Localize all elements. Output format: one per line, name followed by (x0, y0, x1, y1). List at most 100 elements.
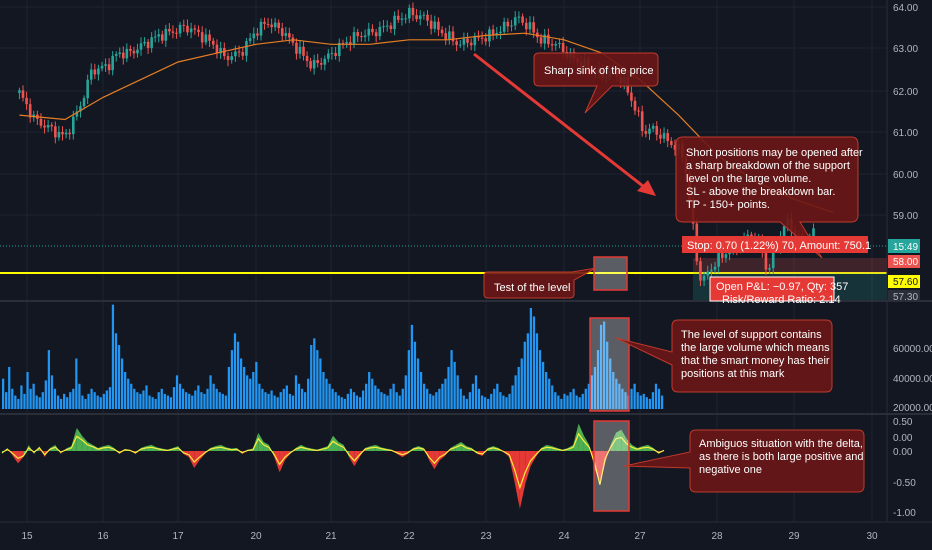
volume-bar (111, 304, 115, 409)
candle-body (234, 51, 237, 57)
volume-bar (346, 393, 349, 409)
volume-bar (203, 393, 206, 409)
candle-body (473, 36, 477, 46)
candle-body (448, 31, 451, 40)
volume-bar (160, 388, 163, 409)
candle-body (550, 44, 554, 46)
volume-bar (63, 393, 66, 409)
candle-body (82, 98, 86, 107)
candle-body (521, 16, 524, 23)
volume-pane[interactable] (2, 304, 664, 409)
y-axis[interactable]: 64.00 63.00 62.00 61.00 60.00 59.00 57.30 60000… (886, 0, 932, 522)
volume-bar (496, 383, 499, 409)
volume-bar (114, 333, 118, 409)
volume-bar (554, 392, 557, 409)
volume-bar (93, 392, 96, 409)
candle-body (543, 34, 547, 44)
delta-pane[interactable] (1, 423, 665, 509)
volume-bar (96, 395, 99, 409)
volume-bar (8, 366, 11, 409)
candle-body (175, 32, 178, 34)
volume-bar (29, 388, 32, 409)
volume-bar (38, 397, 41, 409)
delta-highlight-box[interactable] (593, 420, 630, 512)
volume-bar (361, 390, 365, 409)
delta-segment (599, 451, 606, 482)
volume-bar (200, 392, 203, 409)
breakdown-highlight-box[interactable] (593, 256, 628, 291)
candle-body (252, 33, 256, 39)
volume-bar (578, 397, 581, 409)
volume-bar (2, 378, 5, 409)
volume-bar (291, 395, 295, 409)
volume-bar (337, 395, 340, 409)
y-tick-label: 61.00 (893, 128, 918, 139)
candle-body (724, 254, 728, 258)
candle-body (93, 69, 97, 75)
candle-body (633, 100, 637, 111)
x-axis[interactable]: 15 16 17 20 21 22 23 24 27 28 29 30 (0, 521, 932, 542)
candle-body (256, 33, 259, 36)
candle-body (363, 35, 367, 38)
sink-callout[interactable]: Sharp sink of the price (533, 52, 659, 114)
candle-body (637, 110, 640, 112)
short-callout-line-3: level on the large volume. (686, 173, 811, 185)
test-callout[interactable]: Test of the level (483, 267, 597, 299)
volume-bar (102, 393, 105, 409)
candle-body (230, 56, 233, 61)
candle-body (411, 7, 415, 16)
candle-body (189, 28, 193, 33)
volume-bar (453, 361, 456, 409)
y-tick-label: 40000.00 (893, 374, 932, 385)
volume-bar (334, 392, 337, 409)
candle-body (171, 31, 175, 33)
candle-body (699, 261, 702, 281)
volume-bar (548, 378, 551, 409)
volume-callout[interactable]: The level of support contains the large … (615, 319, 833, 393)
candle-body (437, 21, 440, 30)
volume-bar (535, 333, 539, 409)
short-callout-line-2: a sharp breakdown of the support (686, 160, 850, 172)
candle-body (499, 31, 502, 34)
candle-body (662, 133, 666, 139)
candle-body (245, 41, 248, 56)
current-price-tag: 15:49 (893, 242, 918, 253)
candle-body (18, 90, 21, 93)
volume-bar (169, 397, 173, 409)
candle-body (79, 106, 82, 112)
volume-bar (197, 385, 200, 409)
y-tick-label: -1.00 (893, 508, 916, 519)
candle-body (659, 134, 662, 139)
volume-bar (300, 388, 304, 409)
short-callout-line-4: SL - above the breakdown bar. (686, 186, 835, 198)
volume-bar (340, 397, 343, 409)
volume-bar (636, 392, 639, 409)
y-tick-label: 62.00 (893, 87, 918, 98)
volume-bar (294, 375, 298, 409)
delta-callout[interactable]: Ambiguos situation with the delta, as th… (623, 429, 865, 493)
candle-body (547, 34, 550, 45)
candle-body (25, 97, 28, 105)
volume-bar (642, 393, 645, 409)
low-price-tag: 57.30 (893, 292, 918, 303)
short-callout[interactable]: Short positions may be opened after a sh… (675, 136, 863, 259)
volume-bar (130, 383, 133, 409)
candle-body (61, 131, 64, 135)
volume-bar (538, 350, 542, 409)
candle-body (670, 141, 673, 145)
trend-arrow[interactable] (473, 52, 656, 196)
volume-bar (175, 375, 179, 409)
x-tick-label: 24 (558, 531, 570, 542)
volume-bar (136, 392, 139, 409)
x-tick-label: 27 (634, 531, 646, 542)
x-tick-labels: 15 16 17 20 21 22 23 24 27 28 29 30 (21, 531, 878, 542)
volume-highlight-box[interactable] (589, 317, 630, 412)
volume-bar (474, 375, 478, 409)
volume-bar (557, 395, 560, 409)
volume-bar (657, 388, 661, 409)
candle-body (374, 32, 378, 37)
candle-body (630, 92, 633, 101)
candle-body (539, 37, 543, 44)
volume-bar (624, 392, 627, 409)
volume-bar (249, 378, 252, 409)
